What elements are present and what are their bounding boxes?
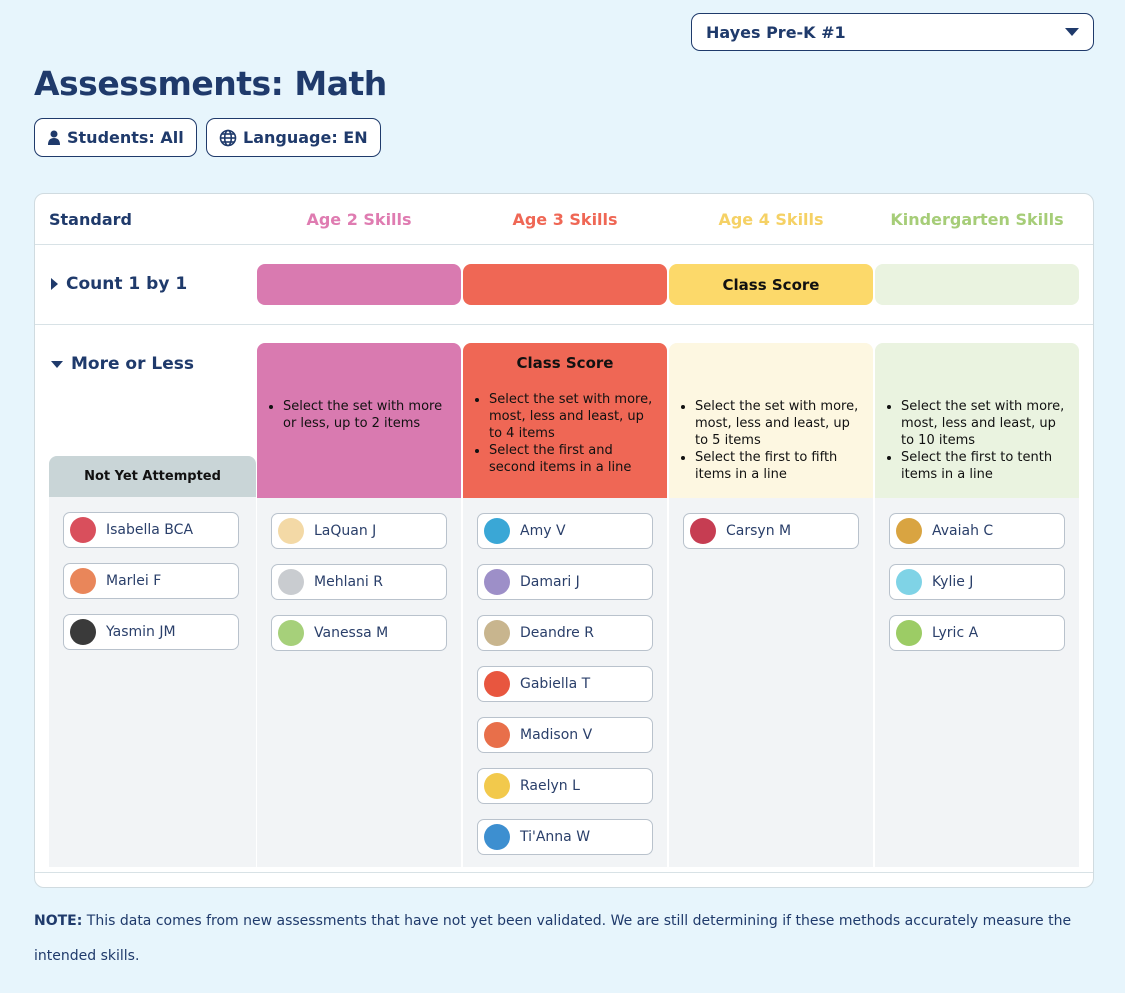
student-name: Yasmin JM [106,624,176,640]
student-name: Raelyn L [520,778,580,794]
age3-column: Class Score Select the set with more, mos… [463,343,667,867]
student-name: Marlei F [106,573,162,589]
student-avatar-icon [896,518,922,544]
user-icon [48,130,60,145]
count-age3-bar[interactable] [463,264,667,305]
language-filter-label: Language: EN [243,128,368,147]
skill-item: Select the set with more, most, less and… [695,398,861,449]
class-score-label: Class Score [516,354,614,372]
student-avatar-icon [484,722,510,748]
school-select[interactable]: Hayes Pre-K #1 [691,13,1094,51]
student-name: Lyric A [932,625,979,641]
students-filter-button[interactable]: Students: All [34,118,197,157]
student-chip[interactable]: Raelyn L [477,768,653,804]
student-chip[interactable]: Ti'Anna W [477,819,653,855]
chevron-down-icon [1065,28,1079,36]
student-avatar-icon [70,619,96,645]
skill-item: Select the first to tenth items in a lin… [901,449,1067,483]
student-name: Vanessa M [314,625,389,641]
student-name: Amy V [520,523,566,539]
student-name: Madison V [520,727,593,743]
class-score-label: Class Score [722,275,820,294]
note-label: NOTE: [34,913,83,929]
student-avatar-icon [484,620,510,646]
not-yet-attempted-column: Not Yet Attempted Isabella BCA Marlei F Yas… [49,456,256,867]
student-name: Gabiella T [520,676,591,692]
student-avatar-icon [70,517,96,543]
student-avatar-icon [484,671,510,697]
student-chip[interactable]: Kylie J [889,564,1065,600]
student-avatar-icon [484,773,510,799]
student-name: Kylie J [932,574,974,590]
page-title: Assessments: Math [34,64,387,103]
student-avatar-icon [896,569,922,595]
row-label: Count 1 by 1 [66,274,188,294]
note-text: This data comes from new assessments tha… [34,913,1072,964]
header-standard: Standard [49,210,132,229]
student-name: Mehlani R [314,574,383,590]
student-avatar-icon [278,620,304,646]
language-filter-button[interactable]: Language: EN [206,118,381,157]
count-age2-bar[interactable] [257,264,461,305]
header-age4: Age 4 Skills [718,210,824,229]
count-kinder-bar[interactable] [875,264,1079,305]
student-name: Damari J [520,574,580,590]
student-chip[interactable]: Mehlani R [271,564,447,600]
caret-right-icon [51,278,58,290]
student-name: Isabella BCA [106,522,194,538]
student-chip[interactable]: Marlei F [63,563,239,599]
student-avatar-icon [278,569,304,595]
assessment-table: Standard Age 2 Skills Age 3 Skills Age 4… [34,193,1094,888]
student-name: Deandre R [520,625,594,641]
student-chip[interactable]: Vanessa M [271,615,447,651]
header-age2: Age 2 Skills [306,210,412,229]
student-avatar-icon [278,518,304,544]
row-label: More or Less [71,354,195,374]
student-chip[interactable]: Yasmin JM [63,614,239,650]
student-chip[interactable]: Amy V [477,513,653,549]
student-chip[interactable]: Deandre R [477,615,653,651]
student-name: Avaiah C [932,523,994,539]
school-select-value: Hayes Pre-K #1 [706,22,846,42]
student-chip[interactable]: LaQuan J [271,513,447,549]
count-age4-bar[interactable]: Class Score [669,264,873,305]
student-name: Ti'Anna W [520,829,591,845]
row-toggle-more-or-less[interactable]: More or Less [51,354,194,374]
caret-down-icon [51,360,63,368]
student-chip[interactable]: Isabella BCA [63,512,239,548]
student-chip[interactable]: Avaiah C [889,513,1065,549]
student-chip[interactable]: Lyric A [889,615,1065,651]
skill-item: Select the set with more or less, up to … [283,398,449,432]
student-avatar-icon [484,518,510,544]
skill-item: Select the first to fifth items in a lin… [695,449,861,483]
student-chip[interactable]: Carsyn M [683,513,859,549]
kinder-column: Select the set with more, most, less and… [875,343,1079,867]
globe-icon [219,129,237,146]
student-chip[interactable]: Madison V [477,717,653,753]
not-yet-attempted-header: Not Yet Attempted [49,456,256,497]
student-avatar-icon [690,518,716,544]
skill-item: Select the set with more, most, less and… [901,398,1067,449]
students-filter-label: Students: All [67,128,184,147]
skill-item: Select the set with more, most, less and… [489,391,655,442]
student-name: Carsyn M [726,523,792,539]
age4-column: Select the set with more, most, less and… [669,343,873,867]
skill-item: Select the first and second items in a l… [489,442,655,476]
student-avatar-icon [70,568,96,594]
student-chip[interactable]: Gabiella T [477,666,653,702]
student-chip[interactable]: Damari J [477,564,653,600]
header-age3: Age 3 Skills [512,210,618,229]
student-avatar-icon [484,569,510,595]
student-avatar-icon [484,824,510,850]
row-toggle-count-1-by-1[interactable]: Count 1 by 1 [51,274,187,294]
note: NOTE: This data comes from new assessmen… [34,904,1104,974]
age2-column: Select the set with more or less, up to … [257,343,461,867]
student-name: LaQuan J [314,523,377,539]
student-avatar-icon [896,620,922,646]
header-kinder: Kindergarten Skills [890,210,1064,229]
